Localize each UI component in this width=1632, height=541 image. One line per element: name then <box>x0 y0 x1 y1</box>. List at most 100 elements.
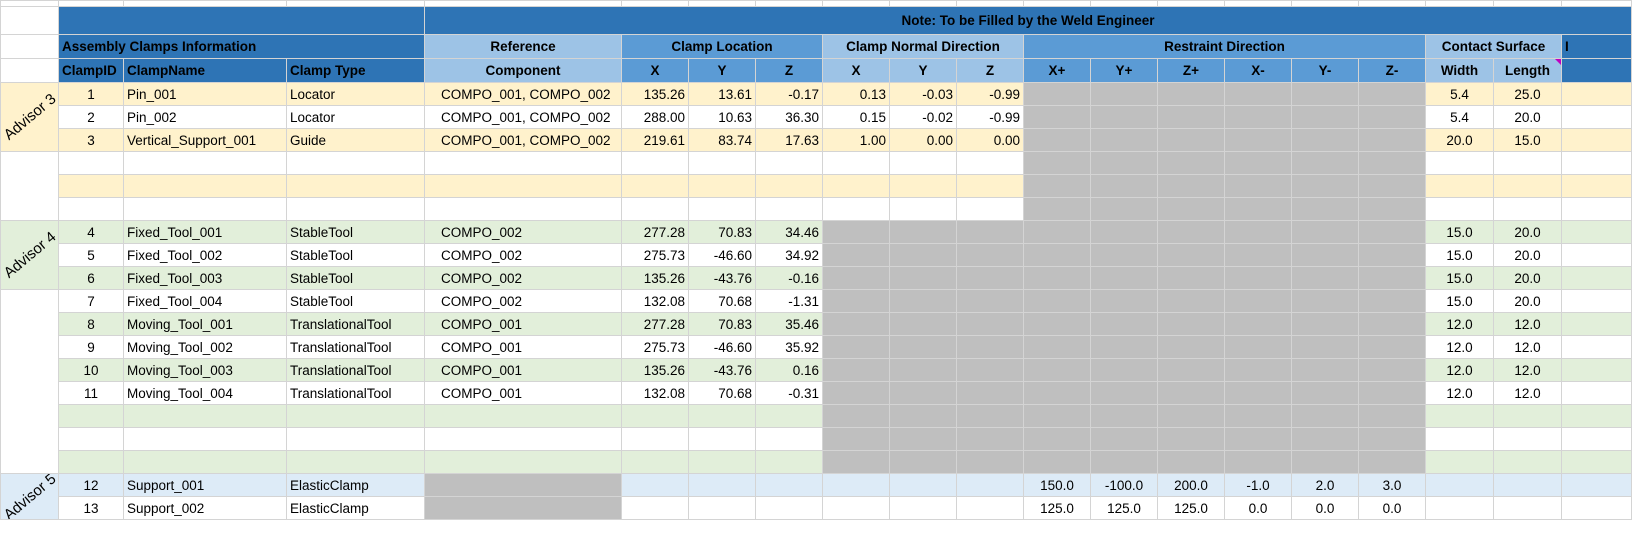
norm-z-cell[interactable] <box>956 358 1024 382</box>
restraint-zm-cell[interactable] <box>1358 266 1426 290</box>
loc-z-header[interactable]: Z <box>755 58 823 83</box>
loc-z-cell[interactable]: 34.92 <box>755 243 823 267</box>
length-cell[interactable]: 12.0 <box>1493 381 1562 405</box>
overflow-cell[interactable] <box>1561 266 1632 290</box>
clamp-normal-direction-header[interactable]: Clamp Normal Direction <box>822 34 1024 59</box>
width-cell[interactable]: 15.0 <box>1425 243 1494 267</box>
restraint-zp-cell[interactable] <box>1157 151 1225 175</box>
restraint-xm-cell[interactable] <box>1224 335 1292 359</box>
restraint-zp-cell[interactable]: 200.0 <box>1157 473 1225 497</box>
restraint-ym-cell[interactable] <box>1291 335 1359 359</box>
loc-y-cell[interactable]: -43.76 <box>688 358 756 382</box>
restraint-ym-cell[interactable] <box>1291 427 1359 451</box>
empty-cell[interactable] <box>0 58 59 83</box>
restraint-zm-cell[interactable] <box>1358 358 1426 382</box>
length-cell[interactable] <box>1493 197 1562 221</box>
norm-z-cell[interactable] <box>956 381 1024 405</box>
clamp-type-cell[interactable]: Locator <box>286 105 425 129</box>
restraint-yp-cell[interactable] <box>1090 128 1158 152</box>
restraint-zm-cell[interactable] <box>1358 151 1426 175</box>
loc-y-cell[interactable]: -46.60 <box>688 243 756 267</box>
restraint-ym-cell[interactable] <box>1291 243 1359 267</box>
restraint-yp-cell[interactable] <box>1090 220 1158 244</box>
loc-x-cell[interactable] <box>621 450 689 474</box>
norm-z-cell[interactable] <box>956 427 1024 451</box>
restraint-ym-cell[interactable] <box>1291 312 1359 336</box>
loc-y-cell[interactable]: 70.83 <box>688 220 756 244</box>
clampid-cell[interactable] <box>58 450 124 474</box>
component-cell[interactable]: COMPO_002 <box>424 220 622 244</box>
loc-x-cell[interactable]: 135.26 <box>621 358 689 382</box>
norm-y-cell[interactable] <box>889 496 957 520</box>
length-cell[interactable]: 20.0 <box>1493 243 1562 267</box>
component-cell[interactable]: COMPO_001, COMPO_002 <box>424 82 622 106</box>
clampid-cell[interactable] <box>58 151 124 175</box>
loc-z-cell[interactable]: -0.16 <box>755 266 823 290</box>
loc-x-cell[interactable]: 219.61 <box>621 128 689 152</box>
loc-y-cell[interactable]: 70.68 <box>688 381 756 405</box>
clamp-type-cell[interactable]: Guide <box>286 128 425 152</box>
restraint-xm-cell[interactable]: 0.0 <box>1224 496 1292 520</box>
norm-z-cell[interactable] <box>956 243 1024 267</box>
component-cell[interactable]: COMPO_001 <box>424 312 622 336</box>
length-cell[interactable]: 12.0 <box>1493 358 1562 382</box>
restraint-ym-cell[interactable] <box>1291 358 1359 382</box>
clampname-cell[interactable]: Vertical_Support_001 <box>123 128 287 152</box>
clamp-type-cell[interactable]: Locator <box>286 82 425 106</box>
clamp-type-cell[interactable] <box>286 427 425 451</box>
norm-y-cell[interactable] <box>889 289 957 313</box>
restraint-yp-cell[interactable] <box>1090 174 1158 198</box>
overflow-cell[interactable] <box>1561 335 1632 359</box>
length-header[interactable]: Length <box>1493 58 1562 83</box>
empty-cell[interactable] <box>0 34 59 59</box>
restraint-zp-cell[interactable] <box>1157 289 1225 313</box>
restraint-zm-cell[interactable] <box>1358 197 1426 221</box>
norm-z-cell[interactable]: 0.00 <box>956 128 1024 152</box>
width-cell[interactable]: 12.0 <box>1425 381 1494 405</box>
overflow-cell[interactable] <box>1561 243 1632 267</box>
clamp-type-cell[interactable] <box>286 404 425 428</box>
overflow-cell[interactable] <box>1561 404 1632 428</box>
restraint-zp-cell[interactable] <box>1157 450 1225 474</box>
loc-y-header[interactable]: Y <box>688 58 756 83</box>
restraint-xp-cell[interactable] <box>1023 243 1091 267</box>
clampname-cell[interactable]: Fixed_Tool_003 <box>123 266 287 290</box>
width-cell[interactable] <box>1425 496 1494 520</box>
loc-x-cell[interactable] <box>621 496 689 520</box>
clampid-cell[interactable]: 13 <box>58 496 124 520</box>
norm-x-cell[interactable] <box>822 197 890 221</box>
restraint-zm-cell[interactable] <box>1358 243 1426 267</box>
restraint-xp-cell[interactable] <box>1023 128 1091 152</box>
restraint-ym-cell[interactable] <box>1291 289 1359 313</box>
restraint-yp-cell[interactable] <box>1090 404 1158 428</box>
restraint-yp-cell[interactable] <box>1090 381 1158 405</box>
restraint-zp-cell[interactable] <box>1157 174 1225 198</box>
clamp-location-header[interactable]: Clamp Location <box>621 34 823 59</box>
restraint-xp-cell[interactable] <box>1023 174 1091 198</box>
length-cell[interactable]: 20.0 <box>1493 266 1562 290</box>
norm-z-cell[interactable] <box>956 174 1024 198</box>
norm-z-cell[interactable] <box>956 266 1024 290</box>
clampname-cell[interactable] <box>123 197 287 221</box>
loc-y-cell[interactable] <box>688 496 756 520</box>
restraint-xm-cell[interactable] <box>1224 197 1292 221</box>
width-cell[interactable] <box>1425 450 1494 474</box>
clampname-header[interactable]: ClampName <box>123 58 287 83</box>
clampid-cell[interactable]: 6 <box>58 266 124 290</box>
loc-z-cell[interactable] <box>755 473 823 497</box>
overflow-cell[interactable] <box>1561 473 1632 497</box>
loc-z-cell[interactable]: 34.46 <box>755 220 823 244</box>
restraint-xm-cell[interactable] <box>1224 128 1292 152</box>
restraint-ym-cell[interactable] <box>1291 128 1359 152</box>
restraint-yp-cell[interactable] <box>1090 450 1158 474</box>
clamp-type-cell[interactable]: ElasticClamp <box>286 496 425 520</box>
component-cell[interactable] <box>424 473 622 497</box>
clampid-cell[interactable]: 11 <box>58 381 124 405</box>
loc-y-cell[interactable] <box>688 404 756 428</box>
restraint-yp-cell[interactable] <box>1090 312 1158 336</box>
restraint-ym-cell[interactable] <box>1291 266 1359 290</box>
norm-z-cell[interactable]: -0.99 <box>956 105 1024 129</box>
restraint-xm-cell[interactable] <box>1224 358 1292 382</box>
clamp-type-cell[interactable]: TranslationalTool <box>286 381 425 405</box>
restraint-yp-cell[interactable]: 125.0 <box>1090 496 1158 520</box>
